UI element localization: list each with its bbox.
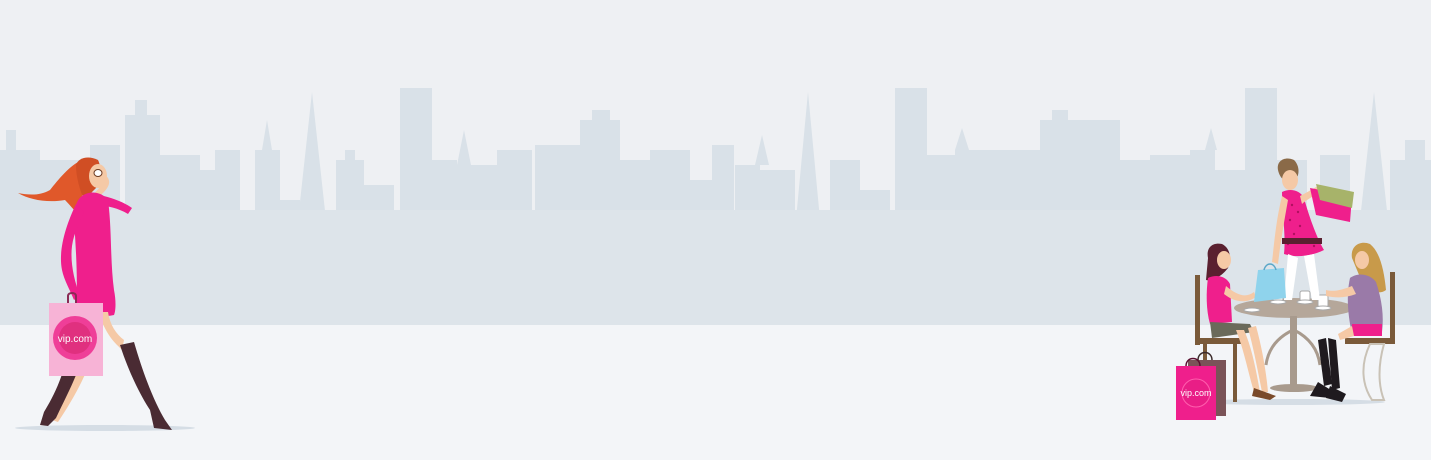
walker-shadow xyxy=(15,425,195,431)
cafe-table-leg xyxy=(1290,316,1297,386)
right-shopping-bags: vip.com xyxy=(1176,351,1226,420)
seated-woman-left xyxy=(1206,243,1276,400)
right-chair xyxy=(1345,272,1395,344)
seated-woman-right xyxy=(1310,242,1386,402)
walker-boot-right xyxy=(120,342,172,430)
standing-woman xyxy=(1254,158,1354,302)
left-bag-handle xyxy=(67,292,77,304)
walker-dress xyxy=(74,192,116,317)
right-bag-logo: vip.com xyxy=(1180,388,1211,398)
left-bag-logo: vip.com xyxy=(58,334,92,345)
skyline-foreground xyxy=(0,210,1431,325)
walker-boot-left xyxy=(40,368,76,426)
walker-hair xyxy=(18,160,83,215)
left-shopping-bag: vip.com xyxy=(49,292,103,376)
blue-shopping-bag xyxy=(1254,268,1286,302)
cafe-scene: vip.com xyxy=(1176,158,1395,420)
